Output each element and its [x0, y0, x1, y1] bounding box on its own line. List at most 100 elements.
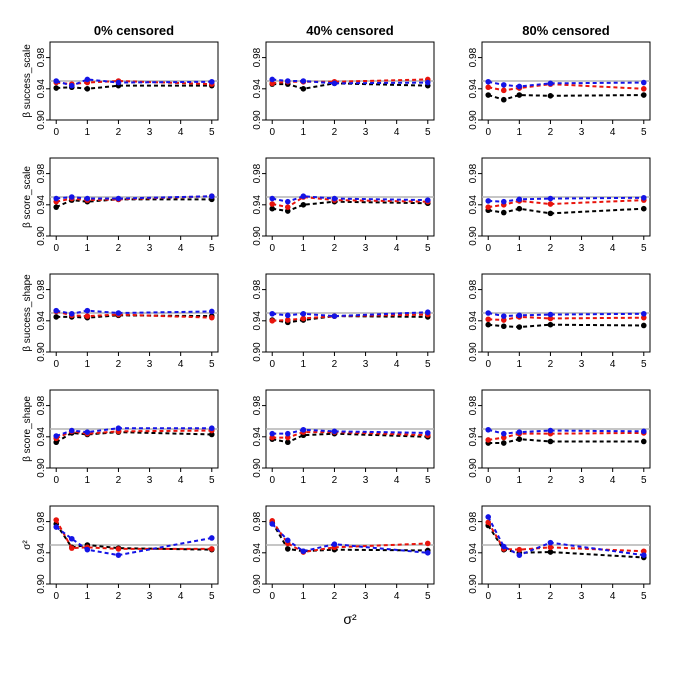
- x-tick-label: 5: [209, 127, 215, 138]
- data-point: [424, 309, 431, 316]
- x-tick-label: 1: [517, 475, 523, 486]
- data-point: [84, 546, 91, 553]
- x-tick-label: 5: [641, 127, 647, 138]
- y-tick-label: 0.94: [468, 427, 479, 447]
- data-point: [640, 92, 647, 98]
- panel-4-1: 0 1 2 3 4 5 0.90 0.94 0.98: [252, 505, 435, 602]
- data-point: [115, 310, 122, 316]
- series-line: [487, 521, 644, 553]
- x-tick-label: 2: [116, 359, 122, 370]
- data-point: [516, 196, 523, 203]
- x-tick-label: 1: [301, 127, 307, 138]
- y-tick-label: 0.94: [252, 543, 263, 563]
- series-line: [272, 195, 428, 209]
- data-point: [516, 83, 523, 90]
- data-point: [640, 548, 647, 555]
- data-point: [115, 425, 122, 432]
- data-point: [516, 546, 523, 553]
- x-tick-label: 0: [269, 359, 275, 370]
- data-point: [640, 194, 647, 201]
- x-tick-label: 0: [53, 591, 59, 602]
- x-tick-label: 4: [610, 243, 616, 254]
- data-point: [500, 543, 507, 550]
- data-point: [640, 322, 647, 329]
- data-point: [269, 201, 276, 207]
- y-tick-label: 0.98: [468, 395, 479, 415]
- data-point: [284, 78, 291, 84]
- data-point: [208, 431, 215, 438]
- x-tick-label: 5: [209, 243, 215, 254]
- x-tick-label: 2: [332, 243, 338, 254]
- data-point: [500, 317, 507, 323]
- data-point: [516, 92, 523, 98]
- x-tick-label: 2: [332, 591, 338, 602]
- y-tick-label: 0.94: [252, 195, 263, 215]
- data-point: [269, 195, 276, 202]
- x-tick-label: 2: [116, 243, 122, 254]
- data-point: [424, 430, 431, 436]
- data-point: [300, 548, 307, 555]
- data-point: [547, 315, 554, 322]
- data-point: [500, 440, 507, 446]
- series-line: [55, 519, 212, 550]
- y-tick-label: 0.98: [36, 163, 47, 183]
- x-tick-label: 4: [178, 591, 184, 602]
- series-line: [487, 94, 644, 101]
- y-tick-label: 0.94: [468, 79, 479, 99]
- panel-3-1: 0 1 2 3 4 5 0.90 0.94 0.98: [252, 389, 435, 486]
- data-point: [84, 313, 91, 319]
- series-line: [488, 207, 644, 215]
- x-tick-label: 2: [332, 127, 338, 138]
- x-tick-label: 3: [579, 127, 585, 138]
- x-tick-label: 2: [332, 475, 338, 486]
- y-tick-label: 0.90: [468, 226, 479, 246]
- x-tick-label: 1: [517, 359, 523, 370]
- x-tick-label: 3: [363, 591, 369, 602]
- x-tick-label: 5: [641, 359, 647, 370]
- x-tick-label: 5: [425, 127, 431, 138]
- data-point: [485, 519, 492, 526]
- data-point: [269, 521, 276, 527]
- panel-4-2: 0 1 2 3 4 5 0.90 0.94 0.98: [468, 505, 651, 602]
- x-tick-label: 5: [209, 359, 215, 370]
- data-point: [284, 430, 291, 437]
- data-point: [485, 78, 492, 85]
- x-tick-label: 3: [363, 127, 369, 138]
- data-point: [300, 86, 307, 92]
- x-tick-label: 3: [363, 359, 369, 370]
- x-tick-label: 4: [394, 591, 400, 602]
- data-point: [547, 195, 554, 202]
- row-label: β score_shape: [22, 396, 33, 462]
- data-point: [68, 545, 75, 551]
- data-point: [208, 546, 215, 552]
- x-tick-label: 5: [641, 591, 647, 602]
- data-point: [53, 314, 60, 320]
- data-point: [424, 79, 431, 86]
- panel-2-2: 0 1 2 3 4 5 0.90 0.94 0.98: [468, 273, 651, 370]
- x-tick-label: 4: [610, 359, 616, 370]
- data-point: [485, 84, 492, 91]
- data-point: [84, 195, 91, 202]
- data-point: [500, 430, 507, 437]
- x-tick-label: 0: [53, 243, 59, 254]
- y-tick-label: 0.90: [252, 110, 263, 130]
- data-point: [284, 204, 291, 210]
- data-point: [53, 85, 60, 91]
- y-tick-label: 0.94: [252, 79, 263, 99]
- y-tick-label: 0.90: [36, 226, 47, 246]
- data-point: [284, 537, 291, 544]
- panel-2-0: 0 1 2 3 4 5 0.90 0.94 0.98β success_shape: [22, 273, 219, 370]
- data-point: [485, 514, 492, 520]
- y-tick-label: 0.90: [36, 458, 47, 478]
- data-point: [115, 552, 122, 558]
- y-tick-label: 0.98: [252, 511, 263, 531]
- data-point: [640, 86, 647, 92]
- y-tick-label: 0.94: [36, 427, 47, 447]
- data-point: [547, 427, 554, 434]
- row-label: β success_scale: [22, 44, 33, 118]
- data-point: [300, 193, 307, 200]
- data-point: [640, 79, 647, 86]
- x-tick-label: 3: [579, 243, 585, 254]
- data-point: [424, 550, 431, 556]
